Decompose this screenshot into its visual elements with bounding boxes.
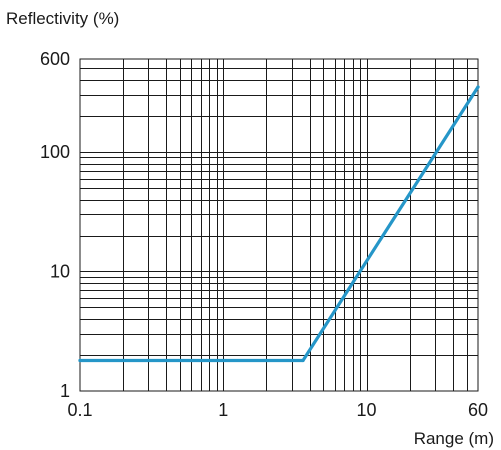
x-tick-labels: 0.1 1 10 60: [67, 400, 488, 420]
series-point: [476, 85, 480, 89]
series-point: [301, 358, 305, 363]
y-tick-label: 600: [40, 49, 70, 69]
x-tick-label: 0.1: [67, 400, 92, 420]
horizontal-grid: [80, 68, 478, 356]
y-tick-label: 10: [50, 262, 70, 282]
x-tick-label: 10: [356, 400, 376, 420]
x-axis-title: Range (m): [414, 429, 494, 448]
plot-frame: [79, 58, 479, 392]
series-layer: [78, 85, 480, 363]
y-tick-label: 100: [40, 142, 70, 162]
x-tick-label: 60: [468, 400, 488, 420]
vertical-grid: [123, 59, 468, 391]
y-axis-title: Reflectivity (%): [6, 9, 119, 28]
series-point: [78, 358, 82, 363]
y-tick-labels: 1 10 100 600: [40, 49, 70, 401]
y-tick-label: 1: [60, 381, 70, 401]
x-tick-label: 1: [218, 400, 228, 420]
